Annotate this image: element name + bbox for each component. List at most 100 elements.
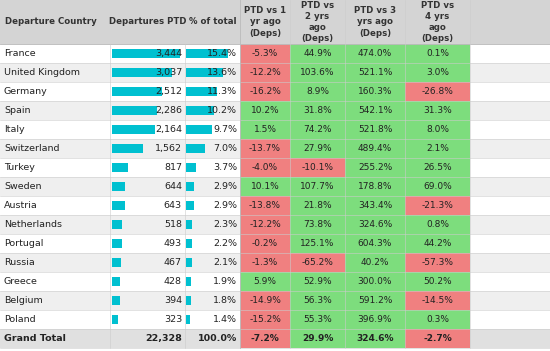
Text: 160.3%: 160.3%	[358, 87, 392, 96]
Bar	[240, 291, 290, 310]
Text: Germany: Germany	[4, 87, 48, 96]
Text: 8.9%: 8.9%	[306, 87, 329, 96]
Text: 103.6%: 103.6%	[300, 68, 335, 77]
Text: -13.7%: -13.7%	[249, 144, 281, 153]
Bar	[0, 272, 550, 291]
Bar	[345, 120, 405, 139]
Text: -5.3%: -5.3%	[252, 49, 278, 58]
Text: 107.7%: 107.7%	[300, 182, 335, 191]
Text: 8.0%: 8.0%	[426, 125, 449, 134]
Text: Departures PTD: Departures PTD	[109, 18, 186, 26]
Bar	[290, 177, 345, 196]
Bar	[186, 87, 217, 97]
Bar	[240, 329, 290, 348]
Bar	[345, 234, 405, 253]
Bar	[345, 253, 405, 272]
Bar	[186, 220, 192, 230]
Bar	[240, 196, 290, 215]
Bar	[405, 101, 470, 120]
Bar	[0, 234, 550, 253]
Bar	[186, 106, 214, 115]
Bar	[290, 291, 345, 310]
Text: 2.9%: 2.9%	[213, 201, 237, 210]
Text: 0.3%: 0.3%	[426, 315, 449, 324]
Text: 644: 644	[164, 182, 182, 191]
Text: 2,164: 2,164	[155, 125, 182, 134]
Bar	[290, 215, 345, 234]
Text: -2.7%: -2.7%	[423, 334, 452, 343]
Bar	[405, 215, 470, 234]
Bar	[0, 329, 550, 348]
Text: -14.9%: -14.9%	[249, 296, 281, 305]
Text: Belgium: Belgium	[4, 296, 43, 305]
Text: 542.1%: 542.1%	[358, 106, 392, 115]
Text: 55.3%: 55.3%	[303, 315, 332, 324]
Text: United Kingdom: United Kingdom	[4, 68, 80, 77]
Bar	[345, 82, 405, 101]
Bar	[345, 63, 405, 82]
Bar	[405, 158, 470, 177]
Bar	[290, 101, 345, 120]
Bar	[186, 163, 196, 172]
Text: -12.2%: -12.2%	[249, 220, 281, 229]
Text: -4.0%: -4.0%	[252, 163, 278, 172]
Text: PTD vs 3
yrs ago
(Deps): PTD vs 3 yrs ago (Deps)	[354, 6, 396, 38]
Bar	[0, 310, 550, 329]
Bar	[405, 310, 470, 329]
Text: 2,286: 2,286	[155, 106, 182, 115]
Text: 3.7%: 3.7%	[213, 163, 237, 172]
Bar	[186, 239, 192, 249]
Text: 521.8%: 521.8%	[358, 125, 392, 134]
Text: 493: 493	[164, 239, 182, 248]
Bar	[240, 234, 290, 253]
Text: -13.8%: -13.8%	[249, 201, 281, 210]
Bar	[240, 63, 290, 82]
Bar	[405, 234, 470, 253]
Text: 50.2%: 50.2%	[423, 277, 452, 286]
Bar	[186, 200, 194, 211]
Bar	[240, 120, 290, 139]
Text: 69.0%: 69.0%	[423, 182, 452, 191]
Text: 7.0%: 7.0%	[213, 144, 237, 153]
Bar	[186, 67, 223, 78]
Bar	[290, 120, 345, 139]
Bar	[0, 82, 550, 101]
Bar	[290, 63, 345, 82]
Text: 324.6%: 324.6%	[358, 220, 392, 229]
Text: Portugal: Portugal	[4, 239, 43, 248]
Text: 1.9%: 1.9%	[213, 277, 237, 286]
Text: 15.4%: 15.4%	[207, 49, 237, 58]
Bar	[290, 310, 345, 329]
Bar	[0, 101, 550, 120]
Text: 0.1%: 0.1%	[426, 49, 449, 58]
Bar	[290, 234, 345, 253]
Text: 1.8%: 1.8%	[213, 296, 237, 305]
Text: 343.4%: 343.4%	[358, 201, 392, 210]
Bar	[290, 272, 345, 291]
Bar	[112, 239, 122, 249]
Bar	[0, 158, 550, 177]
Text: 29.9%: 29.9%	[302, 334, 333, 343]
Bar	[345, 177, 405, 196]
Text: Russia: Russia	[4, 258, 35, 267]
Bar	[240, 253, 290, 272]
Text: -1.3%: -1.3%	[252, 258, 278, 267]
Text: % of total: % of total	[189, 18, 236, 26]
Bar	[290, 139, 345, 158]
Text: PTD vs
2 yrs
ago
(Deps): PTD vs 2 yrs ago (Deps)	[301, 1, 334, 43]
Bar	[186, 277, 191, 286]
Bar	[112, 48, 180, 58]
Bar	[405, 63, 470, 82]
Text: 604.3%: 604.3%	[358, 239, 392, 248]
Bar	[345, 158, 405, 177]
Text: 0.8%: 0.8%	[426, 220, 449, 229]
Text: 10.1%: 10.1%	[251, 182, 279, 191]
Text: 591.2%: 591.2%	[358, 296, 392, 305]
Text: 52.9%: 52.9%	[303, 277, 332, 286]
Bar	[0, 291, 550, 310]
Text: 521.1%: 521.1%	[358, 68, 392, 77]
Bar	[186, 296, 191, 305]
Bar	[186, 181, 194, 191]
Bar	[112, 200, 125, 211]
Text: 323: 323	[164, 315, 182, 324]
